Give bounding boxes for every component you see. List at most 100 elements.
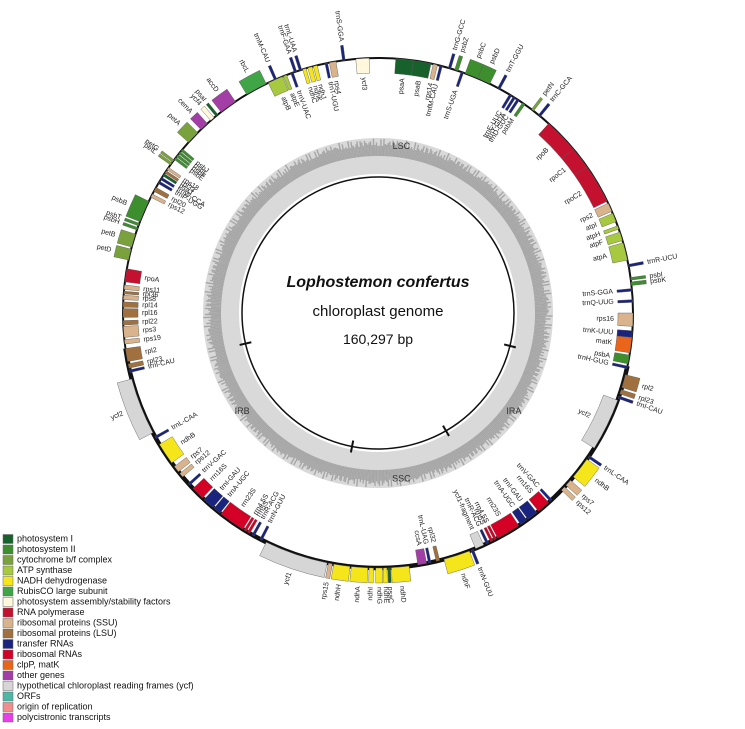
region-label: IRB bbox=[235, 406, 250, 416]
gc-bar bbox=[420, 463, 427, 480]
gc-bar bbox=[471, 177, 481, 189]
gc-bar bbox=[407, 466, 412, 480]
gene-label: rps8 bbox=[142, 295, 156, 303]
gc-bar bbox=[222, 246, 234, 253]
gc-bar bbox=[386, 469, 390, 487]
gc-bar bbox=[534, 317, 551, 320]
gc-bar bbox=[341, 149, 345, 160]
gc-bar bbox=[498, 412, 508, 421]
gene-label: ycf2 bbox=[110, 410, 125, 421]
gc-bar bbox=[227, 381, 238, 387]
gc-bar bbox=[274, 177, 283, 189]
gc-bar bbox=[444, 159, 452, 172]
gc-bar bbox=[522, 247, 535, 254]
gene-block bbox=[619, 389, 636, 399]
gc-bar bbox=[531, 275, 547, 280]
gc-bar bbox=[488, 423, 500, 435]
gc-bar bbox=[338, 465, 344, 480]
gc-bar bbox=[264, 428, 273, 438]
gc-bar bbox=[389, 469, 393, 487]
legend-label: ribosomal proteins (SSU) bbox=[17, 617, 118, 627]
gene-block bbox=[387, 567, 392, 584]
gene-block bbox=[490, 512, 520, 539]
gc-bar bbox=[239, 404, 252, 414]
gc-bar bbox=[534, 323, 552, 326]
legend-swatch bbox=[2, 702, 14, 712]
gc-bar bbox=[527, 262, 542, 268]
gc-bar bbox=[329, 463, 335, 476]
gc-bar bbox=[320, 460, 327, 475]
gc-bar bbox=[322, 150, 329, 165]
gc-bar bbox=[532, 336, 545, 340]
legend-swatch bbox=[2, 597, 14, 607]
gc-bar bbox=[208, 339, 224, 344]
gc-bar bbox=[419, 464, 424, 475]
gc-bar bbox=[325, 462, 332, 478]
gc-bar bbox=[300, 158, 309, 173]
gc-bar bbox=[225, 378, 237, 385]
gc-bar bbox=[261, 425, 270, 434]
gc-bar bbox=[268, 180, 279, 193]
gc-bar bbox=[521, 241, 537, 250]
gc-bar bbox=[286, 445, 296, 460]
gc-bar bbox=[280, 441, 290, 456]
gc-bar bbox=[279, 441, 289, 453]
gc-bar bbox=[531, 346, 549, 352]
gc-bar bbox=[216, 264, 228, 270]
legend-swatch bbox=[2, 586, 14, 597]
legend-swatch bbox=[2, 681, 14, 691]
gc-bar bbox=[336, 147, 341, 161]
gc-bar bbox=[513, 228, 525, 236]
gc-bar bbox=[336, 465, 341, 479]
gc-bar bbox=[528, 263, 542, 270]
gc-bar bbox=[342, 466, 347, 477]
gc-bar bbox=[520, 377, 532, 384]
gene-label: atpA bbox=[592, 253, 608, 263]
gc-bar bbox=[424, 153, 430, 164]
region-boundary bbox=[503, 343, 517, 349]
gc-bar bbox=[211, 278, 225, 283]
gc-bar bbox=[502, 406, 513, 415]
gc-bar bbox=[216, 354, 227, 359]
gc-bar bbox=[271, 437, 283, 452]
gc-bar bbox=[262, 427, 272, 437]
gc-bar bbox=[400, 144, 404, 158]
gene-label: rps16 bbox=[596, 316, 614, 323]
gc-bar bbox=[311, 158, 318, 169]
gc-bar bbox=[361, 469, 364, 481]
gc-bar bbox=[533, 292, 552, 296]
gc-bar bbox=[459, 446, 467, 458]
gc-bar bbox=[433, 149, 442, 167]
gene-label: rps15 bbox=[321, 582, 331, 601]
gc-bar bbox=[237, 219, 248, 227]
gene-label: ndhE bbox=[382, 587, 389, 604]
gc-bar bbox=[515, 387, 528, 395]
gene-block bbox=[177, 121, 198, 143]
gc-bar bbox=[495, 416, 509, 429]
gc-bar bbox=[231, 395, 246, 406]
gene-block bbox=[164, 170, 180, 182]
gc-bar bbox=[235, 400, 249, 410]
gc-bar bbox=[219, 240, 236, 249]
gc-bar bbox=[359, 141, 363, 157]
gc-bar bbox=[460, 445, 469, 458]
gc-bar bbox=[208, 319, 222, 322]
gene-block bbox=[160, 177, 175, 188]
gc-bar bbox=[531, 342, 546, 347]
gc-bar bbox=[332, 149, 337, 162]
gc-bar bbox=[210, 320, 222, 323]
gc-bar bbox=[501, 207, 514, 217]
gc-bar bbox=[232, 217, 247, 229]
gc-bar bbox=[244, 408, 254, 416]
gc-bar bbox=[208, 328, 222, 332]
gene-block bbox=[180, 148, 195, 161]
gene-block bbox=[470, 549, 480, 565]
gc-bar bbox=[284, 164, 296, 181]
gc-bar bbox=[205, 304, 222, 307]
gc-bar bbox=[518, 235, 533, 244]
legend-swatch bbox=[2, 544, 14, 555]
gc-bar bbox=[231, 229, 242, 237]
gc-bar bbox=[392, 469, 395, 481]
gene-label: rps14 bbox=[424, 82, 435, 101]
gc-bar bbox=[506, 215, 517, 224]
